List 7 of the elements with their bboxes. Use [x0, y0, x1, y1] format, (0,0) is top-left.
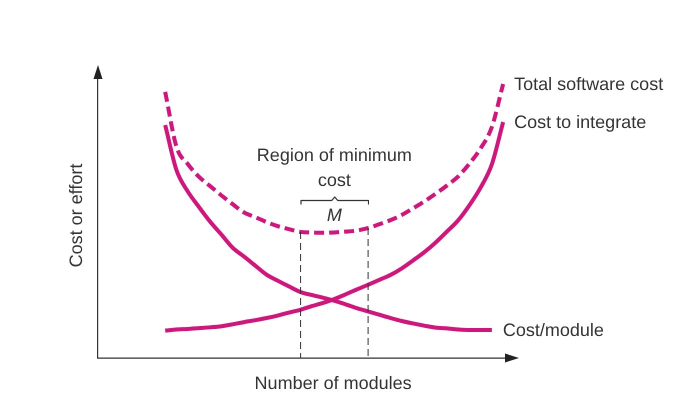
y-axis-title: Cost or effort: [66, 164, 86, 268]
series-label: Total software cost: [514, 74, 664, 94]
series-label: Cost/module: [502, 320, 604, 340]
x-axis-title: Number of modules: [254, 372, 412, 393]
annotation: Region of minimum cost: [256, 145, 412, 190]
annotation: M: [326, 205, 342, 226]
series-label: Cost to integrate: [514, 112, 646, 132]
